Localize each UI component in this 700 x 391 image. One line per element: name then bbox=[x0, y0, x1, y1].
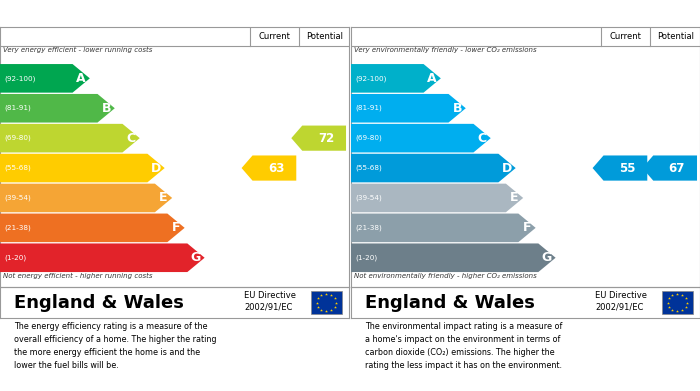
Text: (39-54): (39-54) bbox=[355, 195, 382, 201]
Text: B: B bbox=[452, 102, 462, 115]
Polygon shape bbox=[351, 244, 556, 272]
Text: (21-38): (21-38) bbox=[4, 224, 31, 231]
Polygon shape bbox=[0, 64, 90, 93]
Text: Potential: Potential bbox=[306, 32, 342, 41]
Text: Current: Current bbox=[610, 32, 641, 41]
Text: (92-100): (92-100) bbox=[355, 75, 386, 82]
FancyBboxPatch shape bbox=[662, 291, 693, 314]
Polygon shape bbox=[351, 184, 523, 212]
Text: F: F bbox=[172, 221, 181, 234]
Polygon shape bbox=[0, 154, 164, 182]
Text: G: G bbox=[191, 251, 201, 264]
Polygon shape bbox=[351, 64, 441, 93]
Polygon shape bbox=[643, 156, 697, 181]
Text: D: D bbox=[151, 161, 161, 174]
Text: Current: Current bbox=[258, 32, 290, 41]
Text: E: E bbox=[160, 192, 168, 204]
Text: (92-100): (92-100) bbox=[4, 75, 36, 82]
Text: D: D bbox=[502, 161, 512, 174]
Text: The energy efficiency rating is a measure of the
overall efficiency of a home. T: The energy efficiency rating is a measur… bbox=[14, 323, 216, 370]
Text: Energy Efficiency Rating: Energy Efficiency Rating bbox=[10, 7, 194, 20]
Text: Very environmentally friendly - lower CO₂ emissions: Very environmentally friendly - lower CO… bbox=[354, 47, 537, 53]
Text: Not energy efficient - higher running costs: Not energy efficient - higher running co… bbox=[4, 273, 153, 279]
Polygon shape bbox=[0, 124, 140, 152]
Text: England & Wales: England & Wales bbox=[365, 294, 535, 312]
Polygon shape bbox=[291, 126, 346, 151]
Text: (69-80): (69-80) bbox=[4, 135, 31, 142]
Text: Not environmentally friendly - higher CO₂ emissions: Not environmentally friendly - higher CO… bbox=[354, 273, 537, 279]
Text: E: E bbox=[510, 192, 519, 204]
Text: (55-68): (55-68) bbox=[355, 165, 382, 171]
Text: 55: 55 bbox=[619, 161, 636, 174]
Polygon shape bbox=[0, 184, 172, 212]
Text: (21-38): (21-38) bbox=[355, 224, 382, 231]
Text: 67: 67 bbox=[668, 161, 685, 174]
Text: F: F bbox=[523, 221, 531, 234]
Polygon shape bbox=[241, 156, 296, 181]
Polygon shape bbox=[0, 213, 185, 242]
Text: A: A bbox=[428, 72, 437, 85]
Polygon shape bbox=[351, 124, 491, 152]
Text: (55-68): (55-68) bbox=[4, 165, 31, 171]
Text: 72: 72 bbox=[318, 132, 334, 145]
Text: C: C bbox=[477, 132, 486, 145]
Text: England & Wales: England & Wales bbox=[14, 294, 184, 312]
Polygon shape bbox=[593, 156, 648, 181]
Text: Potential: Potential bbox=[657, 32, 694, 41]
Polygon shape bbox=[0, 244, 204, 272]
Text: Very energy efficient - lower running costs: Very energy efficient - lower running co… bbox=[4, 47, 153, 53]
Text: (1-20): (1-20) bbox=[4, 255, 27, 261]
Text: (81-91): (81-91) bbox=[355, 105, 382, 111]
Text: B: B bbox=[102, 102, 111, 115]
Polygon shape bbox=[351, 154, 516, 182]
Text: C: C bbox=[127, 132, 136, 145]
Text: G: G bbox=[542, 251, 552, 264]
FancyBboxPatch shape bbox=[311, 291, 342, 314]
Text: EU Directive
2002/91/EC: EU Directive 2002/91/EC bbox=[244, 291, 296, 311]
Text: Environmental Impact (CO₂) Rating: Environmental Impact (CO₂) Rating bbox=[361, 7, 624, 20]
Polygon shape bbox=[351, 94, 466, 122]
Text: 63: 63 bbox=[268, 161, 284, 174]
Polygon shape bbox=[351, 213, 536, 242]
Text: (81-91): (81-91) bbox=[4, 105, 31, 111]
Text: (1-20): (1-20) bbox=[355, 255, 377, 261]
Text: A: A bbox=[76, 72, 86, 85]
Text: The environmental impact rating is a measure of
a home's impact on the environme: The environmental impact rating is a mea… bbox=[365, 323, 562, 370]
Polygon shape bbox=[0, 94, 115, 122]
Text: (39-54): (39-54) bbox=[4, 195, 31, 201]
Text: EU Directive
2002/91/EC: EU Directive 2002/91/EC bbox=[595, 291, 648, 311]
Text: (69-80): (69-80) bbox=[355, 135, 382, 142]
